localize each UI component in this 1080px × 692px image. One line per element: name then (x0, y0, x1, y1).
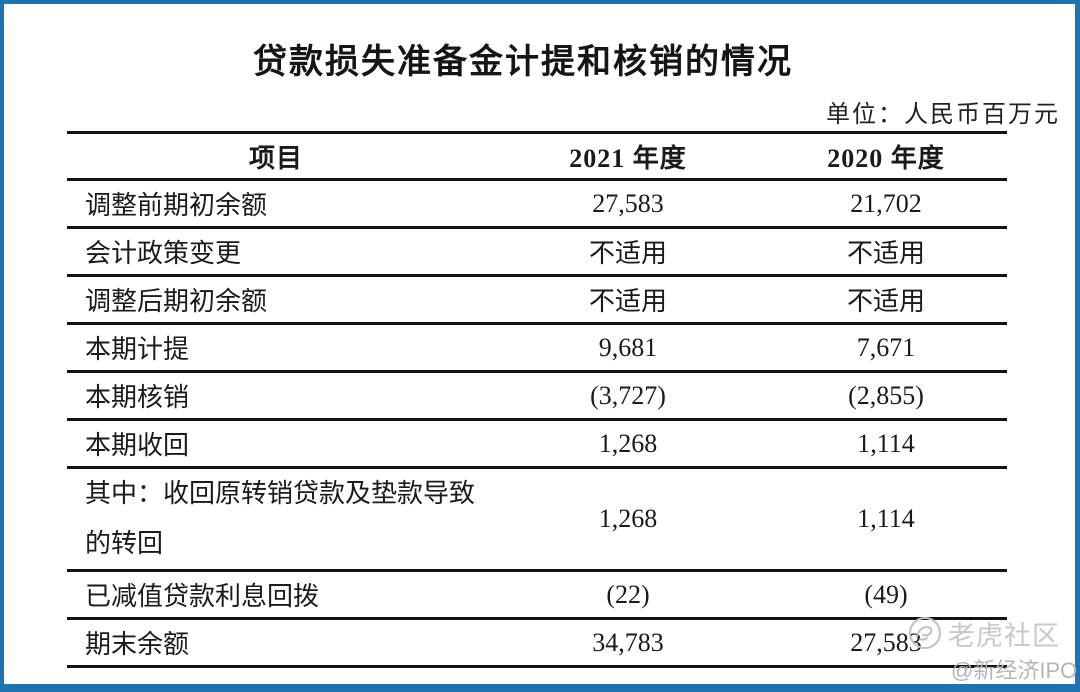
row-label: 调整后期初余额 (67, 275, 491, 325)
table-row: 会计政策变更 不适用 不适用 (67, 227, 1007, 277)
loan-loss-provision-table: 项目 2021 年度 2020 年度 调整前期初余额 27,583 21,702… (67, 131, 1007, 668)
value-2020: 1,114 (765, 467, 1007, 572)
value-2021: 27,583 (491, 179, 765, 229)
value-2020: 不适用 (765, 227, 1007, 277)
unit-note: 单位：人民币百万元 (826, 102, 1060, 128)
value-2020: (49) (765, 570, 1007, 620)
row-label: 其中：收回原转销贷款及垫款导致的转回 (67, 467, 491, 572)
column-header-item: 项目 (67, 132, 491, 181)
value-2020: (2,855) (765, 371, 1007, 421)
row-label: 本期收回 (67, 419, 491, 469)
row-label: 调整前期初余额 (67, 179, 491, 229)
table-row: 调整后期初余额 不适用 不适用 (67, 275, 1007, 325)
value-2021: 不适用 (491, 275, 765, 325)
table-row: 本期计提 9,681 7,671 (67, 323, 1007, 373)
value-2021: 1,268 (491, 419, 765, 469)
column-header-2020: 2020 年度 (765, 132, 1007, 181)
value-2020: 1,114 (765, 419, 1007, 469)
value-2020: 21,702 (765, 179, 1007, 229)
column-header-2021: 2021 年度 (491, 132, 765, 181)
table-row: 本期核销 (3,727) (2,855) (67, 371, 1007, 421)
row-label: 已减值贷款利息回拨 (67, 570, 491, 620)
value-2021: 不适用 (491, 227, 765, 277)
value-2021: (22) (491, 570, 765, 620)
table-row: 本期收回 1,268 1,114 (67, 419, 1007, 469)
value-2021: 9,681 (491, 323, 765, 373)
value-2020: 不适用 (765, 275, 1007, 325)
table-header-row: 项目 2021 年度 2020 年度 (67, 132, 1007, 181)
row-label: 期末余额 (67, 618, 491, 668)
value-2021: (3,727) (491, 371, 765, 421)
value-2021: 34,783 (491, 618, 765, 668)
row-label: 本期计提 (67, 323, 491, 373)
value-2021: 1,268 (491, 467, 765, 572)
table-row: 调整前期初余额 27,583 21,702 (67, 179, 1007, 229)
table-row: 期末余额 34,783 27,583 (67, 618, 1007, 668)
row-label: 本期核销 (67, 371, 491, 421)
row-label: 会计政策变更 (67, 227, 491, 277)
value-2020: 27,583 (765, 618, 1007, 668)
page-title: 贷款损失准备金计提和核销的情况 (253, 43, 793, 81)
table-row: 已减值贷款利息回拨 (22) (49) (67, 570, 1007, 620)
value-2020: 7,671 (765, 323, 1007, 373)
table-row: 其中：收回原转销贷款及垫款导致的转回 1,268 1,114 (67, 467, 1007, 572)
